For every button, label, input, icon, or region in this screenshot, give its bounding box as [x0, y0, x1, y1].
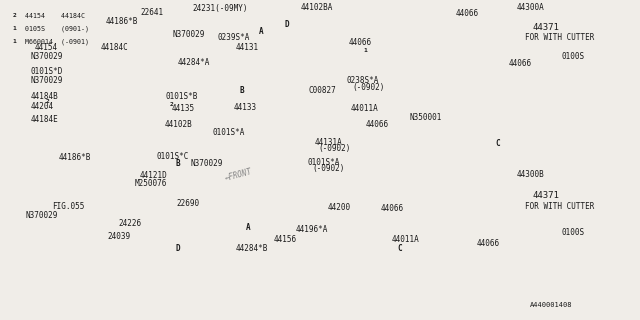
Text: 44156: 44156	[274, 235, 297, 244]
Text: 24226: 24226	[118, 219, 141, 228]
Text: M250076: M250076	[134, 180, 167, 188]
Text: N370029: N370029	[31, 76, 63, 85]
Circle shape	[0, 0, 297, 263]
Text: 24231(-09MY): 24231(-09MY)	[192, 4, 248, 12]
Text: FOR WITH CUTTER: FOR WITH CUTTER	[525, 33, 594, 42]
Text: 0101S*A: 0101S*A	[212, 128, 245, 137]
Text: N370029: N370029	[173, 30, 205, 39]
Bar	[525, 19, 621, 80]
Circle shape	[0, 0, 366, 263]
Text: 2: 2	[12, 13, 16, 19]
Text: 44184E: 44184E	[31, 116, 58, 124]
Text: 44371: 44371	[532, 23, 559, 32]
Text: 0239S*A: 0239S*A	[218, 33, 250, 42]
Text: 44371: 44371	[532, 191, 559, 200]
Text: 2: 2	[46, 99, 50, 104]
Text: 44066: 44066	[349, 38, 372, 47]
Text: 44154: 44154	[35, 43, 58, 52]
Bar	[216, 31, 275, 80]
Text: 44135: 44135	[172, 104, 195, 113]
Text: 44200: 44200	[328, 203, 351, 212]
Text: 1: 1	[363, 48, 367, 53]
Text: 44184C: 44184C	[101, 43, 129, 52]
Text: 44284*A: 44284*A	[178, 58, 211, 67]
Circle shape	[0, 0, 464, 320]
Text: ←FRONT: ←FRONT	[224, 167, 253, 183]
Text: 44011A: 44011A	[392, 235, 419, 244]
Text: 44300A: 44300A	[517, 4, 545, 12]
Text: N370029: N370029	[31, 52, 63, 61]
Text: C: C	[495, 139, 500, 148]
Text: 44186*B: 44186*B	[59, 153, 92, 162]
Text: 44133: 44133	[234, 103, 257, 112]
Text: 44121D: 44121D	[140, 171, 167, 180]
Text: A440001408: A440001408	[530, 302, 572, 308]
Text: 44066: 44066	[366, 120, 389, 129]
Text: 22641: 22641	[141, 8, 164, 17]
Text: C: C	[397, 244, 403, 253]
Text: A: A	[259, 27, 264, 36]
Text: 0100S: 0100S	[562, 52, 585, 61]
Bar	[518, 16, 627, 83]
Text: 44102B: 44102B	[165, 120, 193, 129]
Text: D: D	[284, 20, 289, 29]
Text: 44131A: 44131A	[315, 138, 342, 147]
Circle shape	[0, 0, 548, 320]
Bar	[163, 19, 275, 154]
Circle shape	[0, 0, 297, 254]
Text: 44204: 44204	[31, 102, 54, 111]
Text: 0101S*C: 0101S*C	[157, 152, 189, 161]
Text: FIG.055: FIG.055	[52, 202, 85, 211]
Text: B: B	[175, 159, 180, 168]
Bar	[506, 170, 637, 275]
Bar	[525, 179, 624, 266]
Text: 44011A: 44011A	[351, 104, 378, 113]
Text: 2: 2	[170, 102, 173, 108]
Bar	[6, 10, 106, 48]
Text: 44300B: 44300B	[517, 170, 545, 179]
Text: M660014  (-0901): M660014 (-0901)	[25, 38, 89, 45]
Text: 22690: 22690	[176, 199, 199, 208]
Text: 44196*A: 44196*A	[296, 225, 328, 234]
Text: 0101S*D: 0101S*D	[31, 67, 63, 76]
Text: 0100S: 0100S	[562, 228, 585, 237]
Circle shape	[0, 0, 464, 320]
Bar	[300, 127, 346, 153]
Bar	[517, 175, 630, 269]
Text: (-0902): (-0902)	[312, 164, 345, 173]
Text: 0105S    (0901-): 0105S (0901-)	[25, 26, 89, 32]
Text: C00827: C00827	[308, 86, 336, 95]
Text: 44066: 44066	[381, 204, 404, 213]
Circle shape	[0, 0, 366, 299]
Text: (-0902): (-0902)	[319, 144, 351, 153]
Text: 44184B: 44184B	[31, 92, 58, 101]
Text: 1: 1	[12, 26, 16, 31]
Text: 0238S*A: 0238S*A	[347, 76, 380, 85]
Bar	[236, 204, 339, 255]
Circle shape	[0, 0, 259, 320]
Text: 44066: 44066	[456, 9, 479, 18]
Text: 44154    44184C: 44154 44184C	[25, 13, 85, 19]
Circle shape	[0, 0, 258, 283]
Text: 44066: 44066	[477, 239, 500, 248]
Circle shape	[0, 0, 464, 320]
Circle shape	[0, 0, 258, 299]
Circle shape	[0, 0, 258, 309]
Text: 1: 1	[12, 39, 16, 44]
Circle shape	[0, 0, 258, 273]
Text: B: B	[239, 86, 244, 95]
Text: 44066: 44066	[509, 59, 532, 68]
Text: N350001: N350001	[410, 113, 442, 122]
Text: (-0902): (-0902)	[352, 83, 385, 92]
Text: FOR WITH CUTTER: FOR WITH CUTTER	[525, 202, 594, 211]
Text: 0101S*B: 0101S*B	[165, 92, 198, 101]
Text: 44102BA: 44102BA	[301, 4, 333, 12]
Text: 0101S*A: 0101S*A	[307, 158, 340, 167]
Text: 44131: 44131	[236, 44, 259, 52]
Text: A: A	[246, 223, 251, 232]
Text: N370029: N370029	[191, 159, 223, 168]
Text: 44284*B: 44284*B	[236, 244, 268, 253]
